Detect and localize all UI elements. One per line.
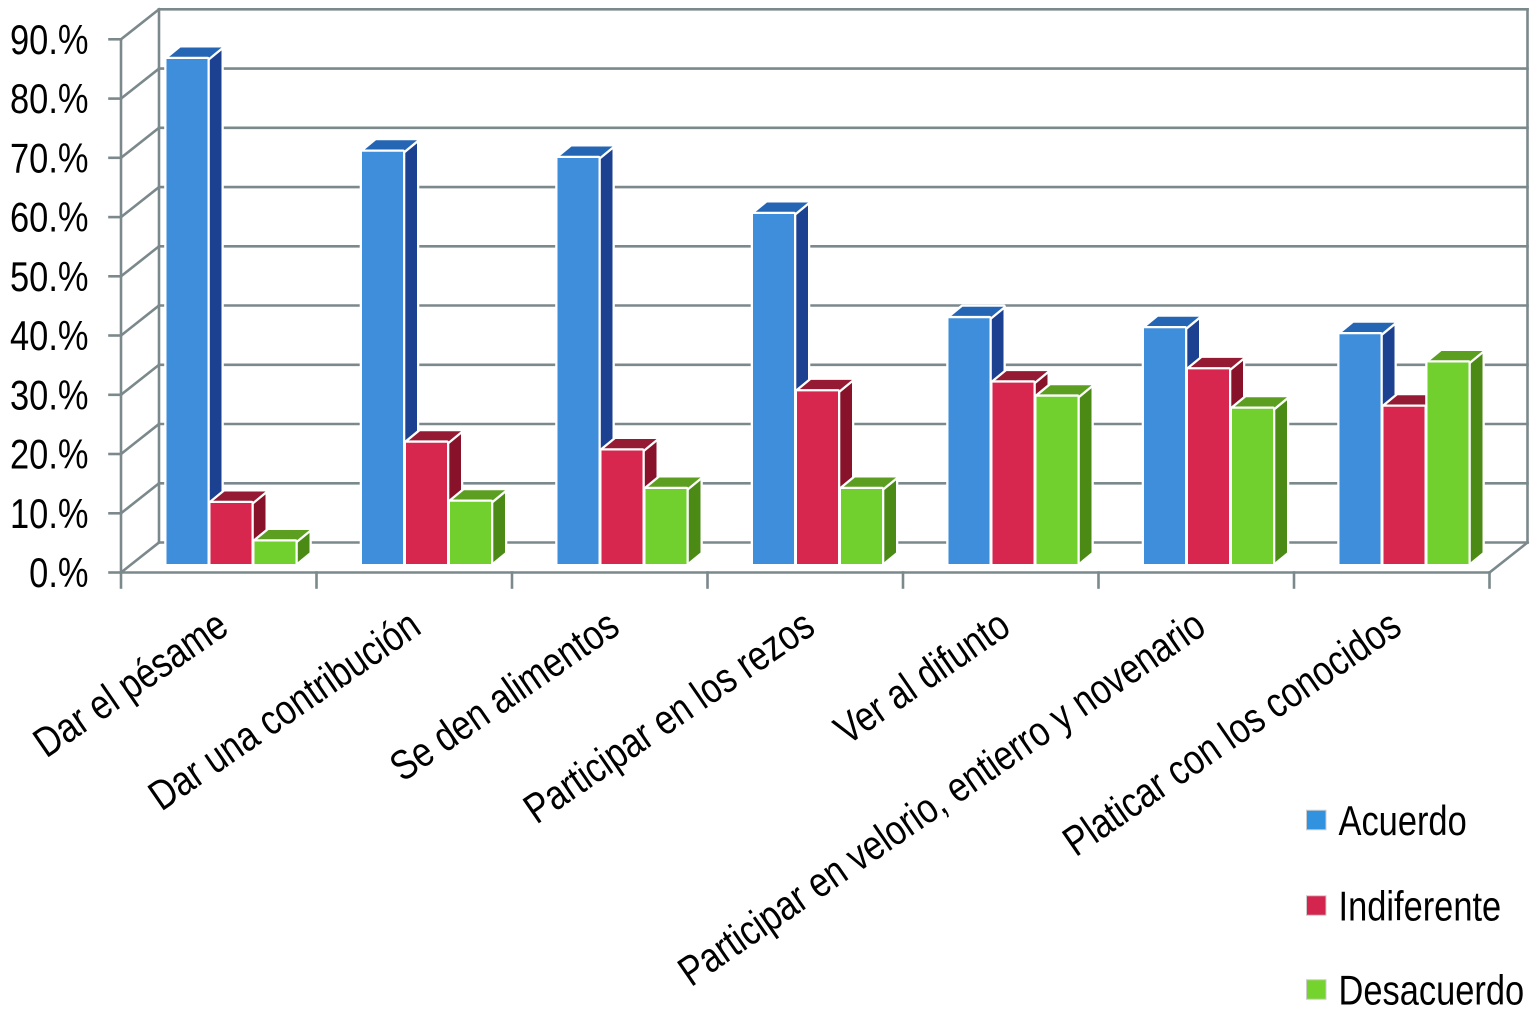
svg-text:60.%: 60.% xyxy=(10,195,88,242)
svg-text:80.%: 80.% xyxy=(10,76,88,123)
svg-text:Indiferente: Indiferente xyxy=(1339,883,1502,930)
svg-text:30.%: 30.% xyxy=(10,372,88,419)
svg-text:Acuerdo: Acuerdo xyxy=(1339,798,1467,845)
svg-text:Desacuerdo: Desacuerdo xyxy=(1339,967,1525,1012)
svg-text:50.%: 50.% xyxy=(10,254,88,301)
svg-text:20.%: 20.% xyxy=(10,431,88,478)
svg-text:70.%: 70.% xyxy=(10,135,88,182)
svg-text:0.%: 0.% xyxy=(29,550,88,597)
svg-text:40.%: 40.% xyxy=(10,313,88,360)
svg-text:90.%: 90.% xyxy=(10,17,88,64)
svg-text:10.%: 10.% xyxy=(10,491,88,538)
